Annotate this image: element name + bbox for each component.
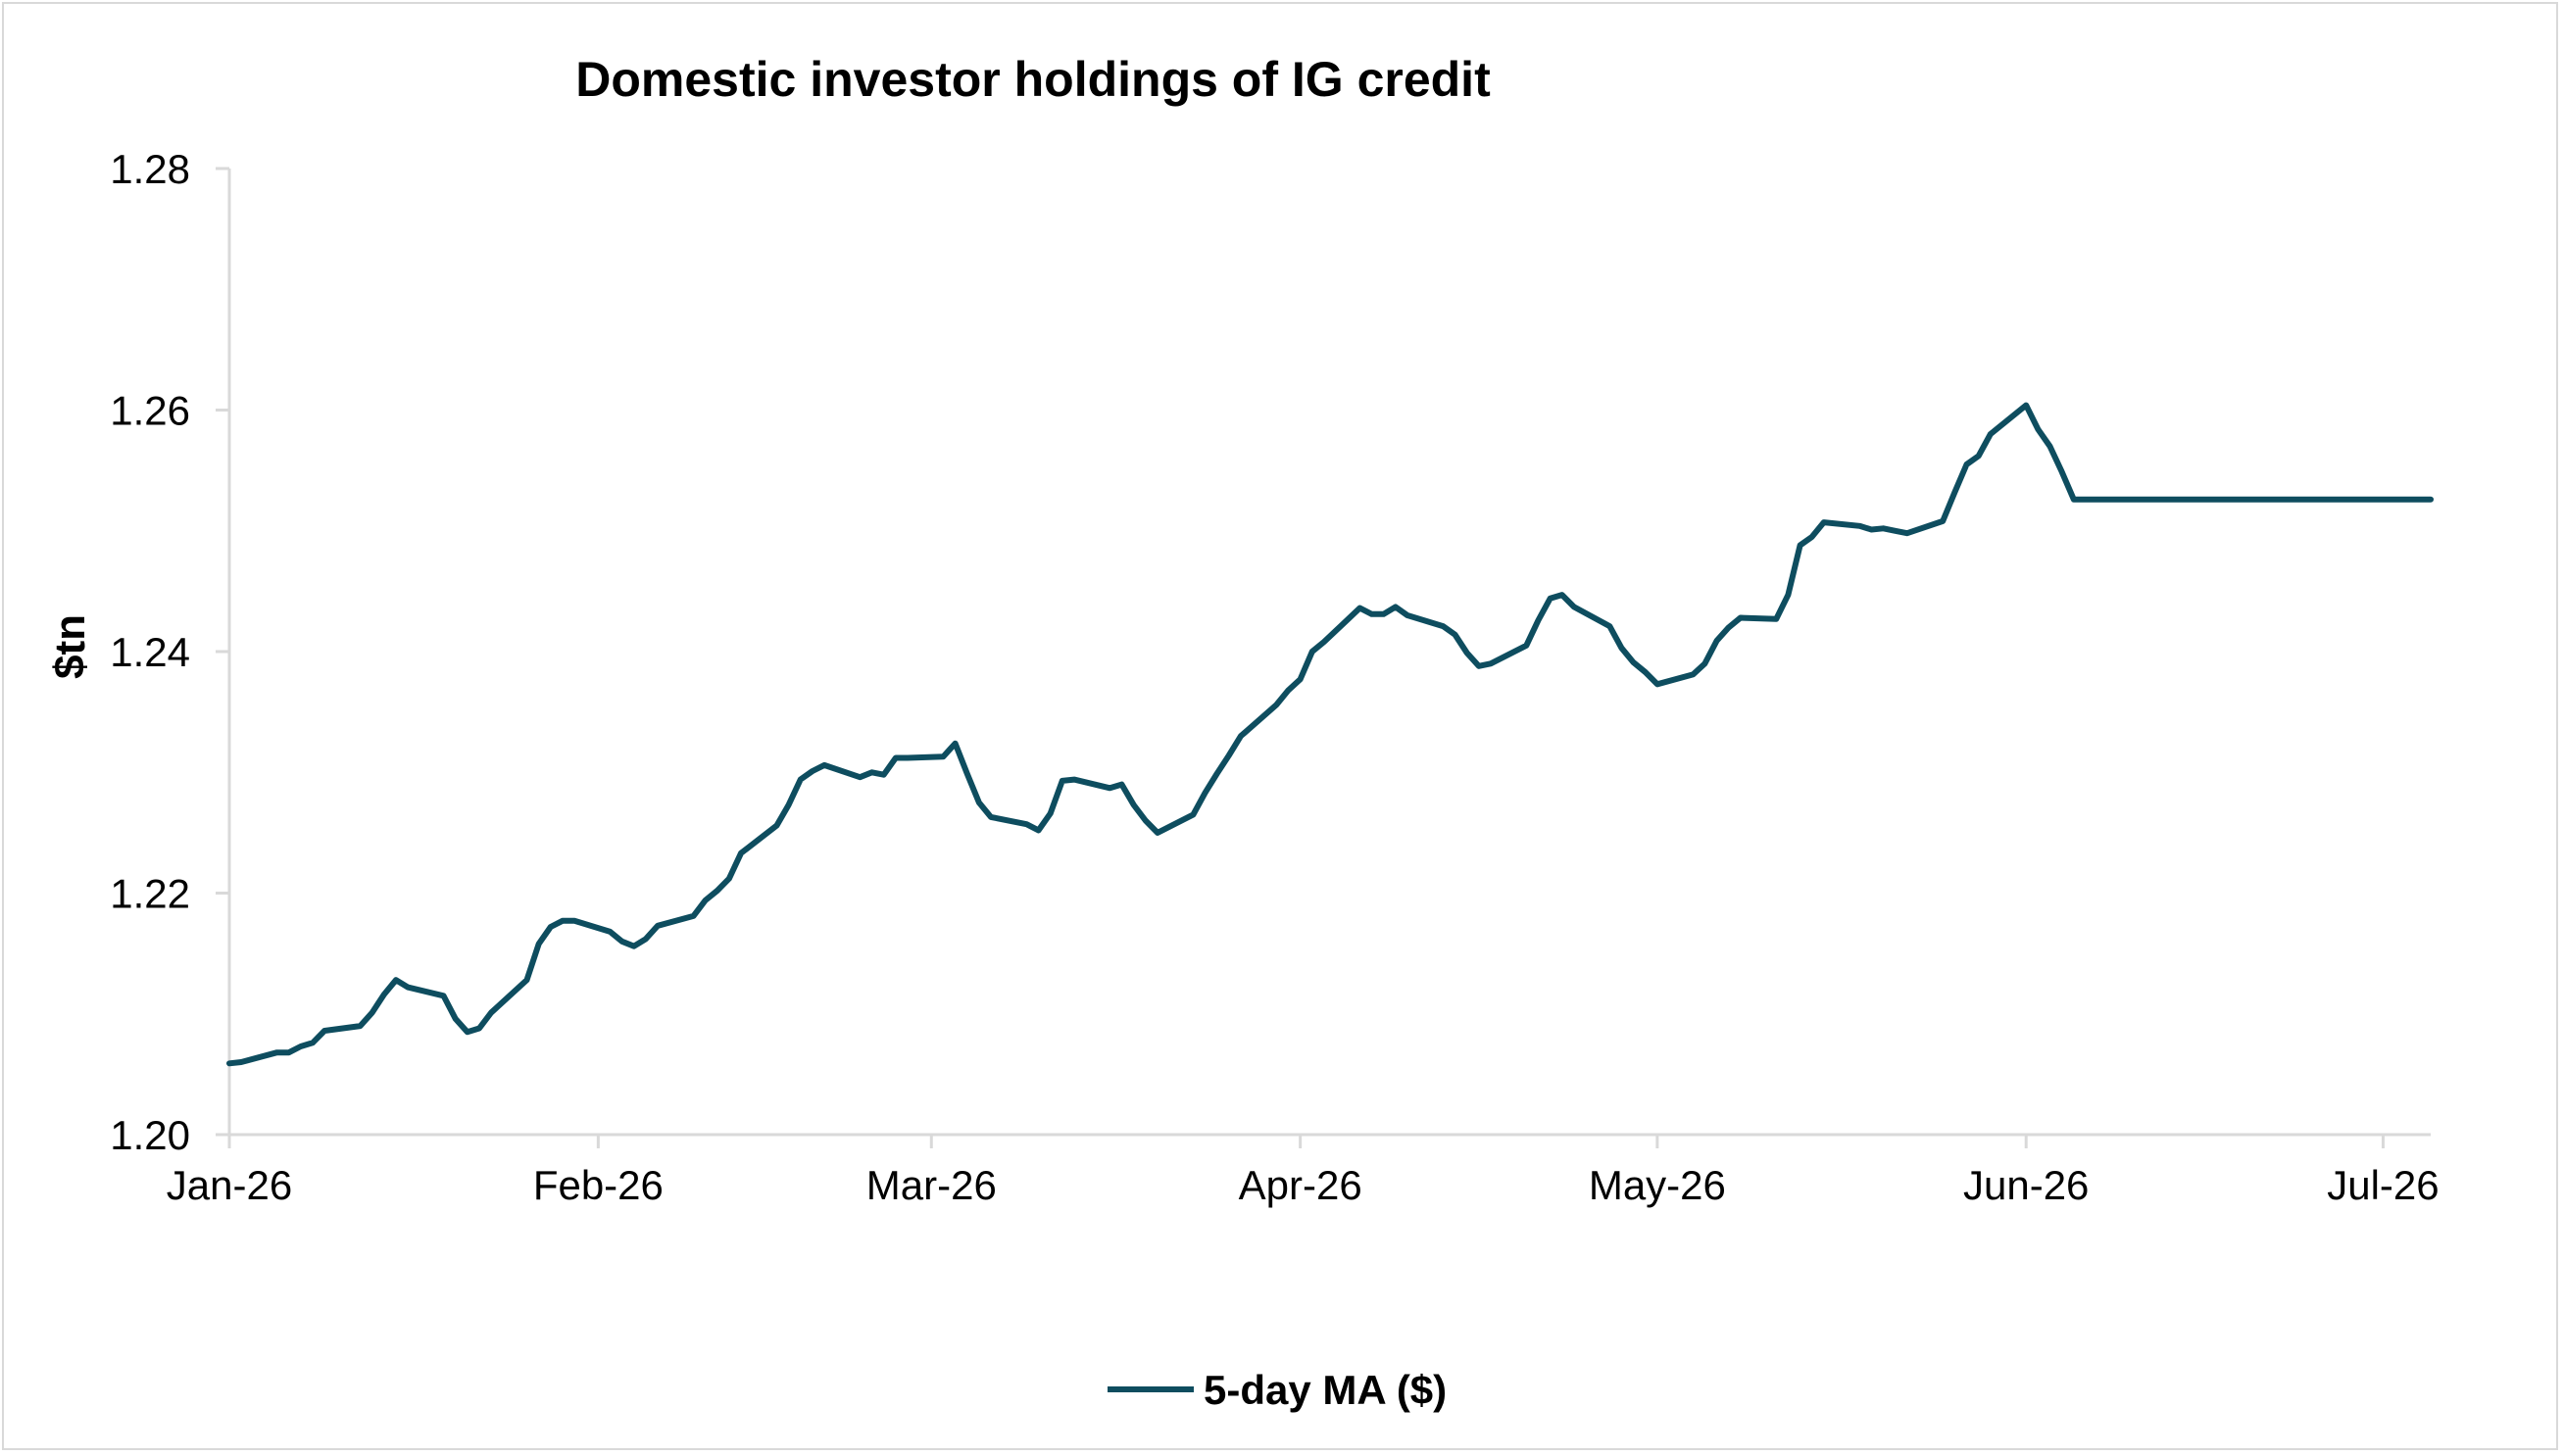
x-tick-labels: Jan-26 Feb-26 Mar-26 Apr-26 May-26 Jun-26 Jul-…: [167, 1162, 2440, 1208]
chart-title: Domestic investor holdings of IG credit: [575, 52, 1491, 107]
y-tick-labels: 1.20 1.22 1.24 1.26 1.28: [110, 146, 190, 1158]
x-tick-label: Jan-26: [167, 1162, 292, 1208]
series-group: [226, 402, 2434, 1067]
y-tick-label: 1.22: [110, 871, 190, 917]
x-tick-label: Apr-26: [1239, 1162, 1362, 1208]
legend: 5-day MA ($): [1108, 1367, 1447, 1413]
x-tick-label: May-26: [1589, 1162, 1726, 1208]
y-tick-label: 1.28: [110, 146, 190, 192]
y-tick-label: 1.24: [110, 629, 190, 675]
y-tick-label: 1.20: [110, 1112, 190, 1158]
legend-label: 5-day MA ($): [1204, 1367, 1447, 1413]
series-line-5-day-ma: [226, 402, 2434, 1067]
x-tick-label: Feb-26: [533, 1162, 664, 1208]
x-tick-label: Jul-26: [2327, 1162, 2439, 1208]
y-tick-label: 1.26: [110, 388, 190, 434]
x-tick-label: Jun-26: [1963, 1162, 2089, 1208]
x-tick-label: Mar-26: [866, 1162, 997, 1208]
axes: [216, 167, 2431, 1148]
y-axis-label: $tn: [46, 614, 94, 679]
